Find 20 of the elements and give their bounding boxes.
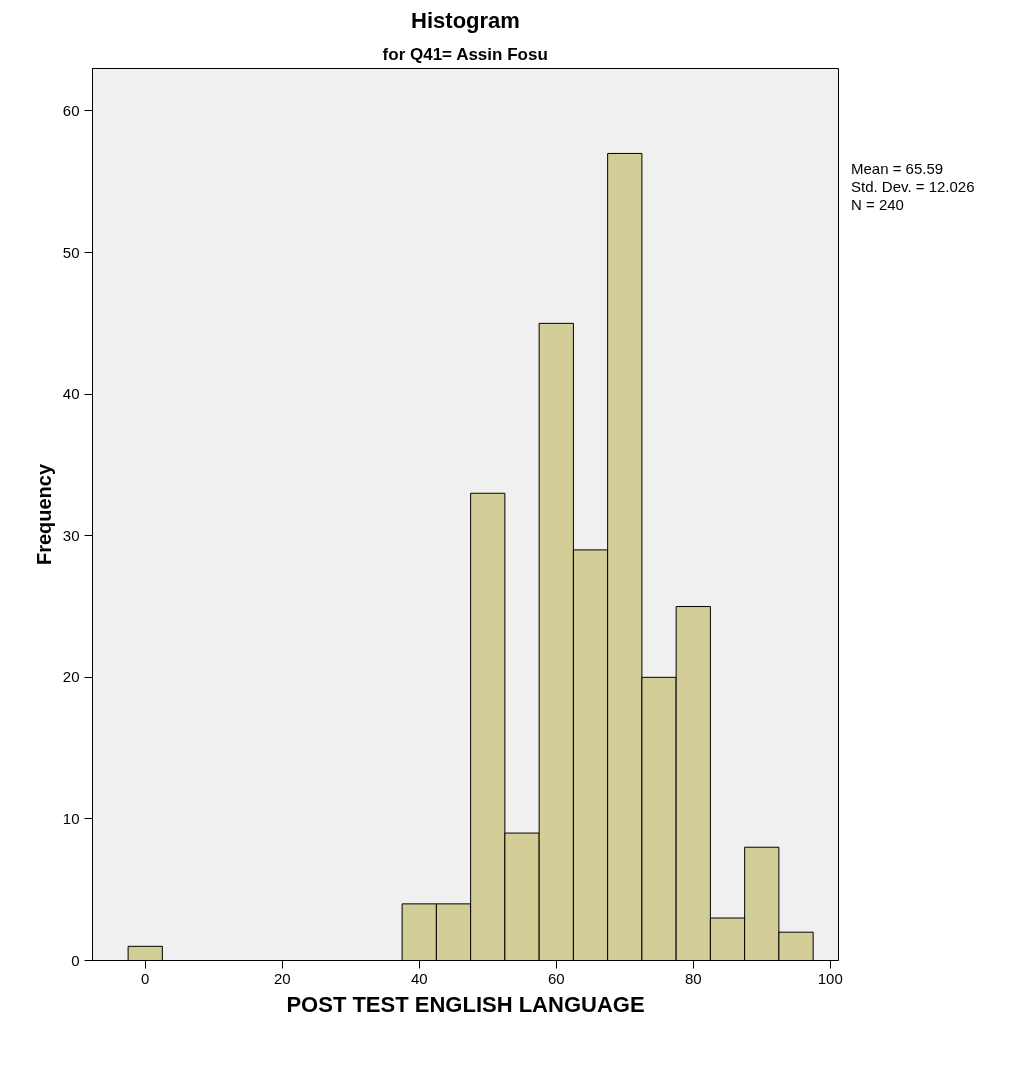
chart-subtitle: for Q41= Assin Fosu: [382, 44, 548, 64]
x-tick-label: 20: [273, 969, 291, 987]
y-tick-label: 60: [62, 101, 80, 119]
x-tick-label: 60: [547, 969, 565, 987]
y-tick-label: 30: [62, 526, 80, 544]
y-tick-label: 10: [62, 809, 80, 827]
x-tick-label: 40: [410, 969, 428, 987]
text: Std. Dev. = 12.026: [851, 178, 975, 195]
text: N = 240: [851, 196, 904, 213]
y-tick-label: 0: [71, 951, 80, 969]
x-tick-label: 0: [141, 969, 150, 987]
chart-title: Histogram: [411, 7, 520, 33]
y-tick-label: 50: [62, 243, 80, 261]
y-tick-label: 40: [62, 385, 80, 403]
x-axis-title: POST TEST ENGLISH LANGUAGE: [286, 991, 645, 1017]
x-tick-label: 80: [684, 969, 702, 987]
y-tick-label: 20: [62, 668, 80, 686]
x-tick-label: 100: [817, 969, 843, 987]
text: Mean = 65.59: [851, 160, 944, 177]
y-axis-title: Frequency: [32, 463, 55, 566]
